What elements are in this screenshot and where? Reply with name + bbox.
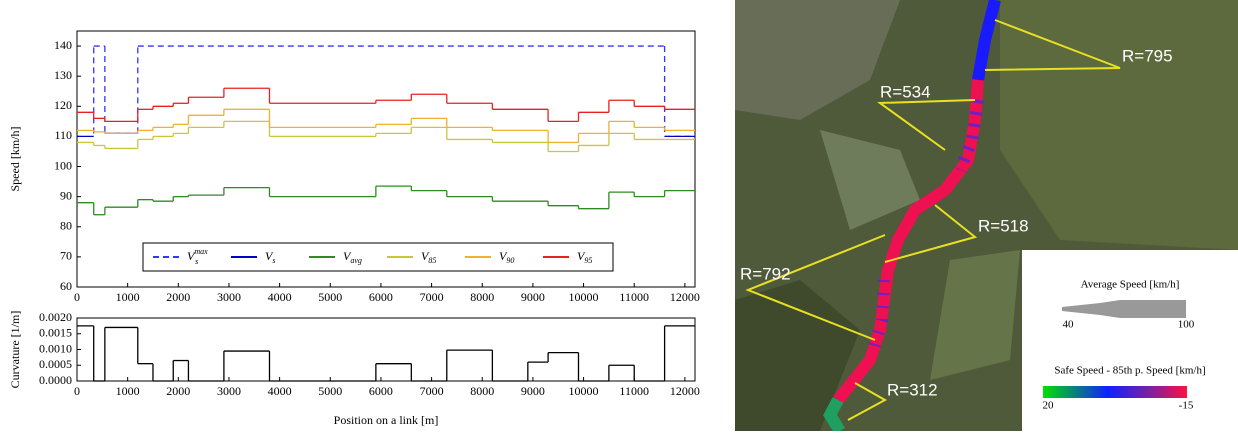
x-tick-label: 1000 bbox=[116, 290, 140, 304]
legend-min: 40 bbox=[1063, 319, 1075, 331]
y-tick-label: 110 bbox=[54, 128, 72, 142]
x-tick-label: 10000 bbox=[569, 290, 599, 304]
legend-title: Average Speed [km/h] bbox=[1081, 279, 1180, 291]
legend-label-part: s bbox=[195, 257, 198, 266]
x-tick-label: 3000 bbox=[217, 384, 241, 398]
x-tick-label: 6000 bbox=[369, 384, 393, 398]
x-tick-label: 9000 bbox=[521, 384, 545, 398]
x-tick-label: 0 bbox=[74, 384, 80, 398]
plot-area bbox=[77, 318, 695, 381]
chart: 0 1000 2000 3000 4000 5000 6000 7000 8000 9000 100… bbox=[8, 310, 700, 427]
y-tick-label: 70 bbox=[60, 249, 72, 263]
y-tick-label: 130 bbox=[54, 68, 72, 82]
y-tick-label: 0.0015 bbox=[39, 326, 72, 340]
legend-label-part: max bbox=[194, 247, 208, 256]
y-tick-label: 90 bbox=[60, 188, 72, 202]
legend-min: 20 bbox=[1043, 400, 1055, 412]
x-tick-label: 9000 bbox=[521, 290, 545, 304]
y-tick-label: 80 bbox=[60, 219, 72, 233]
legend-label-part: avg bbox=[350, 256, 362, 265]
legend-max: -15 bbox=[1179, 400, 1194, 412]
x-tick-label: 4000 bbox=[268, 384, 292, 398]
x-tick-label: 6000 bbox=[369, 290, 393, 304]
x-tick-label: 8000 bbox=[470, 384, 494, 398]
y-tick-label: 140 bbox=[54, 38, 72, 52]
y-axis-label: Curvature [1/m] bbox=[8, 311, 22, 389]
legend-max: 100 bbox=[1178, 319, 1195, 331]
x-tick-label: 4000 bbox=[268, 290, 292, 304]
x-tick-label: 3000 bbox=[217, 290, 241, 304]
x-axis-label: Position on a link [m] bbox=[334, 413, 439, 427]
radius-label: R=795 bbox=[1122, 46, 1173, 65]
x-tick-label: 5000 bbox=[318, 384, 342, 398]
x-tick-label: 2000 bbox=[166, 384, 190, 398]
radius-label: R=518 bbox=[978, 216, 1029, 235]
y-axis-label: Speed [km/h] bbox=[8, 127, 22, 192]
y-tick-label: 0.0000 bbox=[39, 373, 72, 387]
radius-label: R=534 bbox=[880, 82, 931, 101]
x-tick-label: 8000 bbox=[470, 290, 494, 304]
x-tick-label: 1000 bbox=[116, 384, 140, 398]
x-tick-label: 0 bbox=[74, 290, 80, 304]
legend-label-part: 95 bbox=[584, 256, 592, 265]
map: R=795 R=534 R=518 R=792 R=312 Average Sp… bbox=[735, 0, 1238, 431]
y-tick-label: 0.0020 bbox=[39, 310, 72, 324]
radius-label: R=312 bbox=[887, 380, 938, 399]
map-legend: Average Speed [km/h] 40 100 Safe Speed -… bbox=[1022, 250, 1238, 431]
radius-label: R=792 bbox=[740, 264, 791, 283]
x-tick-label: 12000 bbox=[670, 290, 700, 304]
x-tick-label: 7000 bbox=[420, 384, 444, 398]
x-tick-label: 11000 bbox=[619, 290, 649, 304]
y-tick-label: 0.0005 bbox=[39, 357, 72, 371]
legend-box bbox=[1022, 250, 1238, 431]
legend-title: Safe Speed - 85th p. Speed [km/h] bbox=[1054, 365, 1205, 377]
y-tick-label: 60 bbox=[60, 279, 72, 293]
x-tick-label: 2000 bbox=[166, 290, 190, 304]
y-tick-label: 100 bbox=[54, 158, 72, 172]
legend-label-part: s bbox=[272, 256, 275, 265]
color-scale bbox=[1043, 386, 1187, 398]
x-tick-label: 12000 bbox=[670, 384, 700, 398]
y-tick-label: 120 bbox=[54, 98, 72, 112]
x-tick-label: 10000 bbox=[569, 384, 599, 398]
y-tick-label: 0.0010 bbox=[39, 341, 72, 355]
x-tick-label: 7000 bbox=[420, 290, 444, 304]
figure: R=795 R=534 R=518 R=792 R=312 Average Sp… bbox=[0, 0, 1238, 431]
legend-label-part: 85 bbox=[428, 256, 436, 265]
legend-label-part: 90 bbox=[506, 256, 514, 265]
legend-box bbox=[143, 243, 613, 271]
chart: 0 1000 2000 3000 4000 5000 6000 7000 8000 9000 100… bbox=[8, 31, 700, 304]
x-tick-label: 5000 bbox=[318, 290, 342, 304]
x-tick-label: 11000 bbox=[619, 384, 649, 398]
